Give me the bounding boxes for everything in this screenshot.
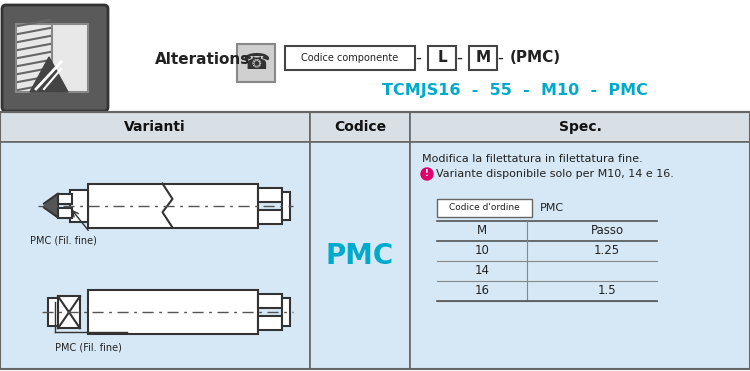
Text: 10: 10: [475, 244, 490, 257]
Bar: [310, 142, 410, 369]
Text: PMC: PMC: [326, 242, 394, 269]
Text: !: !: [425, 170, 429, 178]
Text: 1.5: 1.5: [598, 285, 616, 298]
Text: PMC (Fil. fine): PMC (Fil. fine): [55, 342, 122, 352]
Text: PMC (Fil. fine): PMC (Fil. fine): [30, 236, 97, 246]
Bar: [282, 298, 290, 326]
Bar: [258, 316, 282, 330]
Polygon shape: [30, 57, 68, 92]
Circle shape: [421, 168, 433, 180]
Bar: [88, 184, 258, 227]
Text: -: -: [497, 49, 503, 67]
Bar: [58, 296, 80, 328]
Text: L: L: [437, 50, 447, 66]
Bar: [0, 112, 750, 369]
Bar: [48, 298, 58, 326]
Bar: [285, 46, 415, 70]
FancyBboxPatch shape: [2, 5, 108, 111]
Bar: [237, 44, 275, 82]
Bar: [469, 46, 497, 70]
Text: -: -: [456, 49, 462, 67]
Bar: [16, 24, 52, 92]
Bar: [410, 142, 750, 369]
Bar: [437, 199, 532, 217]
Polygon shape: [44, 194, 58, 217]
Bar: [428, 46, 456, 70]
Bar: [58, 207, 72, 217]
Text: Modifica la filettatura in filettatura fine.: Modifica la filettatura in filettatura f…: [422, 154, 643, 164]
Text: (PMC): (PMC): [509, 50, 560, 66]
Bar: [0, 142, 310, 369]
Text: 14: 14: [475, 265, 490, 278]
Bar: [88, 290, 258, 334]
Text: Codice d'ordine: Codice d'ordine: [449, 204, 520, 213]
Text: Passo: Passo: [590, 224, 623, 237]
Text: Spec.: Spec.: [559, 120, 602, 134]
Text: ☎: ☎: [242, 53, 270, 73]
Bar: [0, 112, 310, 142]
Bar: [410, 112, 750, 142]
Text: Alterations: Alterations: [155, 53, 251, 68]
Text: M: M: [476, 50, 490, 66]
Bar: [58, 194, 72, 204]
Bar: [52, 24, 88, 92]
Bar: [282, 191, 290, 220]
Text: TCMJS16  -  55  -  M10  -  PMC: TCMJS16 - 55 - M10 - PMC: [382, 82, 648, 98]
Text: Varianti: Varianti: [124, 120, 186, 134]
Text: 1.25: 1.25: [594, 244, 620, 257]
Text: Variante disponibile solo per M10, 14 e 16.: Variante disponibile solo per M10, 14 e …: [436, 169, 674, 179]
Bar: [258, 294, 282, 308]
Text: Codice componente: Codice componente: [302, 53, 399, 63]
Bar: [258, 210, 282, 224]
Bar: [70, 190, 88, 221]
Text: M: M: [477, 224, 487, 237]
Bar: [0, 0, 750, 112]
Text: PMC: PMC: [540, 203, 564, 213]
Text: 16: 16: [475, 285, 490, 298]
Text: Codice: Codice: [334, 120, 386, 134]
Bar: [310, 112, 410, 142]
Text: -: -: [415, 49, 421, 67]
Bar: [258, 188, 282, 201]
